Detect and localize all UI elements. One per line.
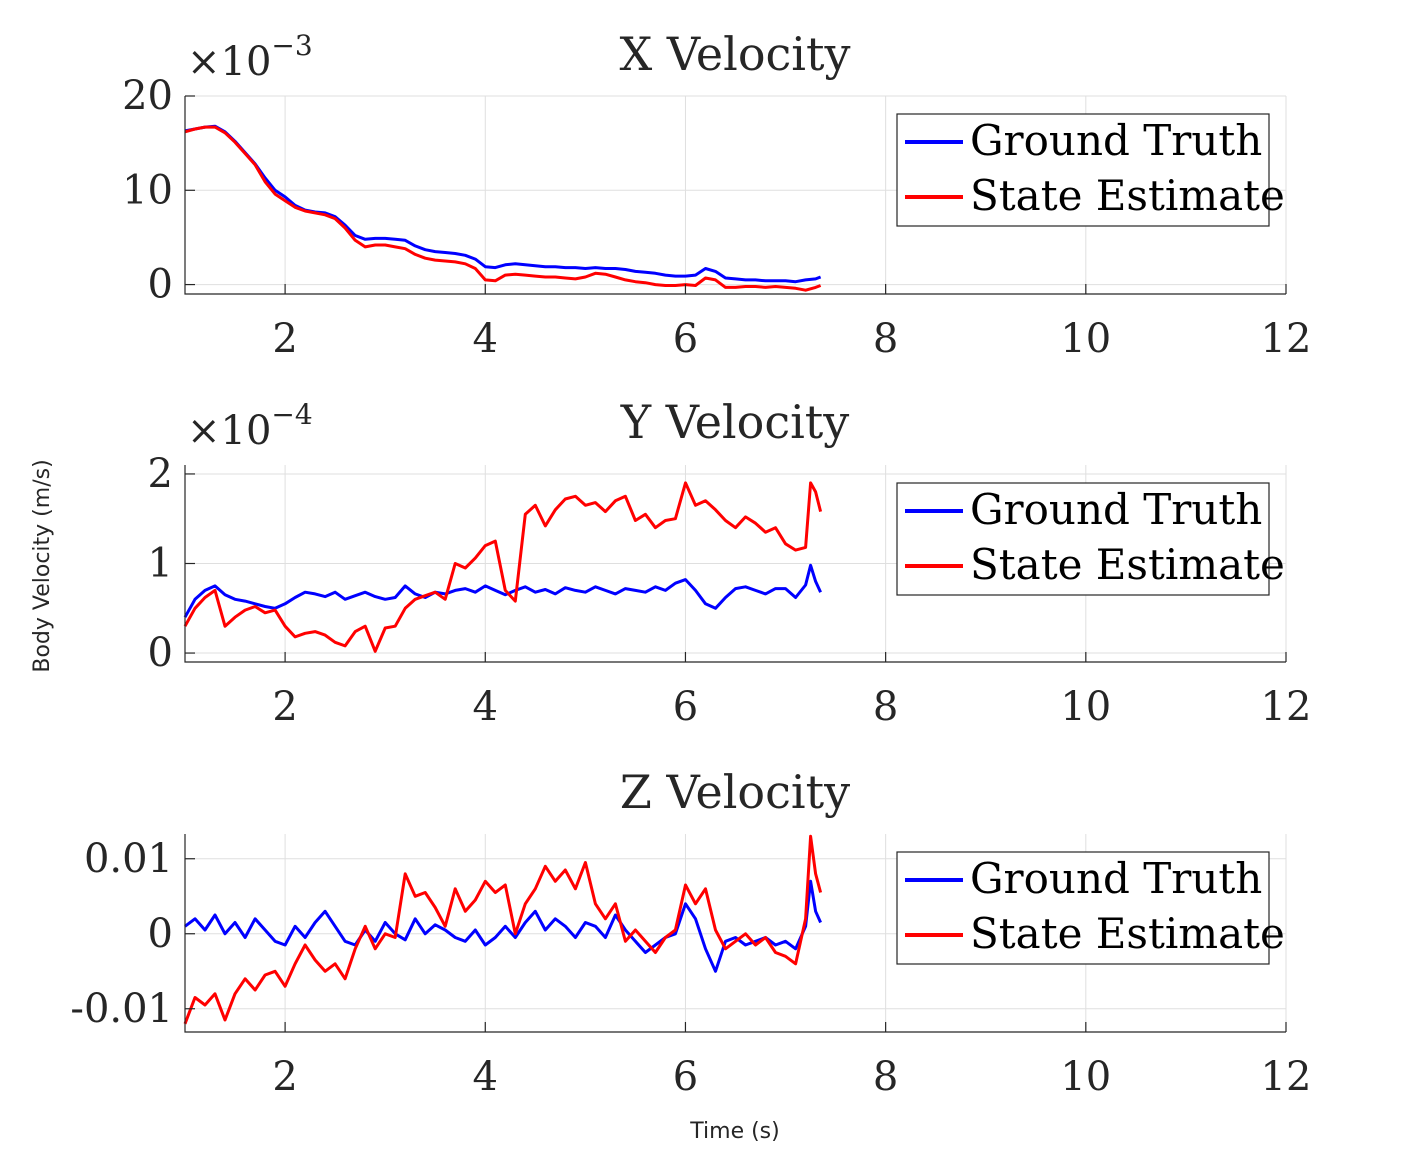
axes: [184, 96, 1286, 295]
x-tick-label: 4: [473, 316, 498, 362]
chart-title: Y Velocity: [620, 395, 850, 449]
x-tick-label: 8: [873, 684, 898, 730]
y-exponent-label: ×10−4: [187, 398, 313, 454]
legend: Ground Truth State Estimate: [896, 851, 1285, 965]
series-line-ground-truth: [183, 563, 822, 618]
legend-label: State Estimate: [970, 909, 1285, 958]
axes: [184, 465, 1286, 663]
legend-box: [896, 113, 1270, 227]
legend-box: [896, 851, 1270, 965]
series-line-ground-truth: [184, 879, 822, 973]
y-exponent-label: ×10−3: [187, 29, 313, 85]
x-tick-label: 6: [673, 684, 698, 730]
y-tick-label: 2: [148, 451, 173, 497]
y-tick-label: 10: [122, 167, 173, 213]
legend-label: State Estimate: [970, 540, 1285, 589]
x-tick-label: 6: [673, 316, 698, 362]
series-line-state-estimate: [183, 481, 823, 653]
x-tick-label: 2: [272, 684, 297, 730]
y-tick-label: 0.01: [84, 836, 173, 882]
x-tick-label: 10: [1060, 684, 1111, 730]
y-tick-label: 20: [122, 73, 173, 119]
y-tick-label: 0: [148, 262, 173, 308]
x-tick-label: 8: [873, 1054, 898, 1100]
series-line-ground-truth: [184, 124, 822, 284]
legend-label: State Estimate: [970, 171, 1285, 220]
legend-box: [896, 482, 1270, 596]
y-tick-label: 0: [148, 630, 173, 676]
series-line-state-estimate: [184, 125, 822, 292]
y-tick-label: -0.01: [70, 986, 173, 1032]
chart-title: X Velocity: [620, 27, 851, 81]
x-axis-label: Time (s): [689, 1119, 779, 1144]
legend: Ground Truth State Estimate: [896, 113, 1285, 227]
x-tick-label: 2: [272, 316, 297, 362]
x-tick-label: 12: [1261, 1054, 1312, 1100]
x-tick-label: 6: [673, 1054, 698, 1100]
panel-3: 2 4 6 8 10 12 -0.01 0 0.01 Z Velocity Ground Truth…: [70, 765, 1311, 1100]
x-tick-label: 12: [1261, 684, 1312, 730]
x-tick-label: 10: [1060, 1054, 1111, 1100]
legend: Ground Truth State Estimate: [896, 482, 1285, 596]
chart-title: Z Velocity: [620, 765, 850, 819]
legend-label: Ground Truth: [970, 116, 1262, 165]
series-line-state-estimate: [183, 834, 823, 1025]
x-tick-label: 2: [272, 1054, 297, 1100]
x-tick-label: 8: [873, 316, 898, 362]
panel-1: 2 4 6 8 10 12 0 10 20 ×10−3 X Velocity Ground Truth…: [122, 27, 1311, 362]
x-tick-label: 4: [473, 1054, 498, 1100]
x-tick-label: 4: [473, 684, 498, 730]
y-tick-label: 0: [148, 911, 173, 957]
y-tick-label: 1: [148, 541, 173, 587]
legend-label: Ground Truth: [970, 854, 1262, 903]
legend-label: Ground Truth: [970, 485, 1262, 534]
x-tick-label: 12: [1261, 316, 1312, 362]
axes: [184, 834, 1286, 1033]
x-tick-label: 10: [1060, 316, 1111, 362]
y-axis-label: Body Velocity (m/s): [30, 459, 55, 672]
